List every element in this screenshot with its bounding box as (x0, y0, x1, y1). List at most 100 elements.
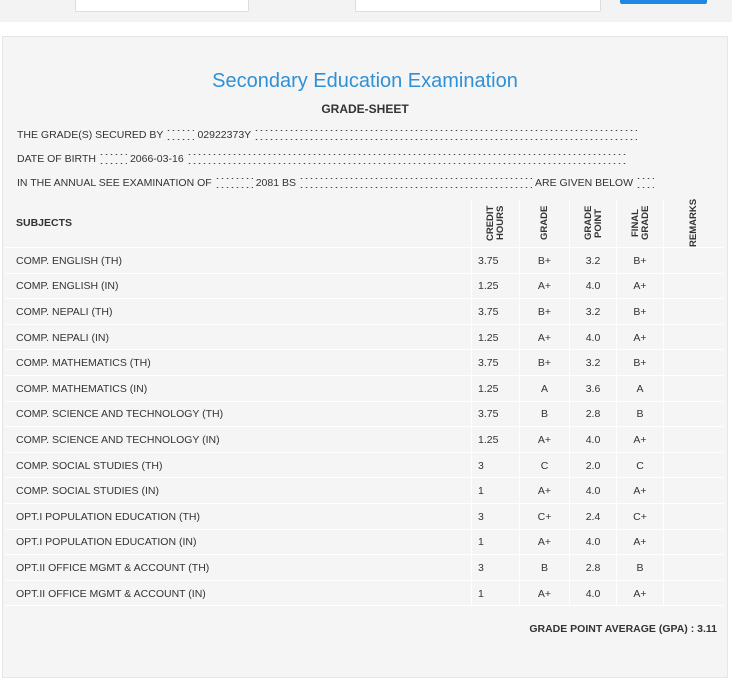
table-cell: 2.8 (569, 401, 616, 428)
table-cell: COMP. MATHEMATICS (TH) (16, 357, 151, 370)
label: DATE OF BIRTH (17, 153, 96, 165)
header-cell: SUBJECTS (5, 199, 471, 247)
table-end (5, 605, 723, 607)
table-cell: 3 (471, 504, 519, 530)
table-row: OPT.I POPULATION EDUCATION (IN) 1 A+ 4.0 A+ (5, 528, 723, 556)
table-cell: 1 (471, 529, 519, 556)
table-cell: OPT.II OFFICE MGMT & ACCOUNT (IN) (16, 587, 206, 600)
table-row: COMP. SCIENCE AND TECHNOLOGY (TH) 3.75 B 2.… (5, 400, 723, 428)
table-cell: 3 (471, 452, 519, 479)
table-cell: COMP. SCIENCE AND TECHNOLOGY (TH) (16, 408, 224, 421)
table-cell: COMP. ENGLISH (IN) (16, 280, 119, 293)
table-cell: A+ (519, 529, 569, 556)
table-cell (663, 504, 723, 530)
table-cell: B (616, 401, 663, 428)
table-cell: 3.6 (569, 376, 616, 402)
table-cell: A+ (616, 580, 663, 607)
info-line: THE GRADE(S) SECURED BY 02922373Y (17, 129, 640, 141)
header-label: GRADE POINT (582, 205, 604, 241)
table-cell: OPT.II OFFICE MGMT & ACCOUNT (TH) (16, 561, 210, 574)
table-cell: C+ (616, 504, 663, 530)
table-cell: B (519, 555, 569, 581)
header-cell: REMARKS (663, 199, 724, 247)
table-cell: 3.2 (569, 299, 616, 325)
table-row: COMP. MATHEMATICS (TH) 3.75 B+ 3.2 B+ (5, 349, 723, 376)
table-row: COMP. NEPALI (TH) 3.75 B+ 3.2 B+ (5, 298, 723, 325)
table-cell: 3 (471, 555, 519, 581)
table-cell (663, 324, 723, 351)
table-cell: A+ (519, 273, 569, 300)
table-cell (663, 248, 723, 274)
table-cell: 3.75 (471, 248, 519, 274)
table-cell: COMP. SOCIAL STUDIES (IN) (16, 485, 159, 498)
table-cell: 4.0 (569, 427, 616, 453)
table-cell: 1 (471, 478, 519, 504)
table-cell: A (616, 376, 663, 402)
value: 2081 BS (255, 177, 296, 189)
header-cell: GRADE POINT (569, 199, 617, 247)
toolbar (0, 0, 732, 22)
grade-sheet: Secondary Education Examination GRADE-SH… (2, 36, 728, 678)
table-cell: 4.0 (569, 273, 616, 300)
table-cell: 1.25 (471, 376, 519, 402)
table-cell: 3.75 (471, 299, 519, 325)
gpa: GRADE POINT AVERAGE (GPA) : 3.11 (529, 623, 717, 635)
input[interactable] (355, 0, 601, 12)
table-cell (663, 350, 723, 376)
table-cell: 3.2 (569, 350, 616, 376)
table-cell: A (519, 376, 569, 402)
table-cell: 3.75 (471, 401, 519, 428)
header-label: GRADE (539, 205, 550, 241)
table-cell: A+ (616, 478, 663, 504)
table-cell: OPT.I POPULATION EDUCATION (TH) (16, 510, 200, 523)
table-cell (663, 273, 723, 300)
table-cell: A+ (616, 529, 663, 556)
table-cell: B+ (519, 248, 569, 274)
table-cell: 1.25 (471, 324, 519, 351)
table-cell: COMP. SCIENCE AND TECHNOLOGY (IN) (16, 433, 220, 446)
table-cell: A+ (519, 580, 569, 607)
table-row: COMP. SOCIAL STUDIES (TH) 3 C 2.0 C (5, 451, 723, 479)
table-cell: B+ (616, 248, 663, 274)
table-cell: B+ (616, 299, 663, 325)
table-cell: A+ (519, 324, 569, 351)
table-cell (663, 529, 723, 556)
title: Secondary Education Examination (212, 70, 518, 92)
label: IN THE ANNUAL SEE EXAMINATION OF (17, 177, 212, 189)
table-cell: B+ (616, 350, 663, 376)
table-row: COMP. MATHEMATICS (IN) 1.25 A 3.6 A (5, 375, 723, 402)
table-cell: 4.0 (569, 324, 616, 351)
table-cell: B (616, 555, 663, 581)
table-cell: COMP. NEPALI (TH) (16, 305, 113, 318)
table-cell: 1 (471, 580, 519, 607)
table-cell: C (519, 452, 569, 479)
table-cell (663, 376, 723, 402)
button[interactable] (620, 0, 707, 4)
table-cell: A+ (616, 273, 663, 300)
table-cell (663, 299, 723, 325)
table-cell: 3.2 (569, 248, 616, 274)
table-cell: A+ (616, 324, 663, 351)
table-cell: COMP. NEPALI (IN) (16, 331, 109, 344)
table-cell: C+ (519, 504, 569, 530)
table-cell: 4.0 (569, 580, 616, 607)
table-row: OPT.II OFFICE MGMT & ACCOUNT (IN) 1 A+ 4.0 A… (5, 579, 723, 607)
table-cell: A+ (519, 427, 569, 453)
table-row: COMP. ENGLISH (TH) 3.75 B+ 3.2 B+ (5, 247, 723, 274)
input[interactable] (75, 0, 249, 12)
table-cell: 1.25 (471, 427, 519, 453)
table-row: COMP. ENGLISH (IN) 1.25 A+ 4.0 A+ (5, 272, 723, 300)
header-label: REMARKS (688, 198, 699, 247)
table-cell: COMP. ENGLISH (TH) (16, 254, 122, 267)
header-label: CREDIT HOURS (485, 205, 506, 241)
table-row: COMP. SOCIAL STUDIES (IN) 1 A+ 4.0 A+ (5, 477, 723, 504)
header-cell: FINAL GRADE (616, 199, 664, 247)
label: THE GRADE(S) SECURED BY (17, 129, 164, 141)
header-label: FINAL GRADE (629, 205, 651, 241)
table-row: OPT.II OFFICE MGMT & ACCOUNT (TH) 3 B 2.8 B (5, 554, 723, 581)
table-row: COMP. SCIENCE AND TECHNOLOGY (IN) 1.25 A+ 4… (5, 426, 723, 453)
header-row: SUBJECTS CREDIT HOURS GRADE GRADE POINT FINA… (5, 199, 723, 247)
table-cell: OPT.I POPULATION EDUCATION (IN) (16, 536, 197, 549)
